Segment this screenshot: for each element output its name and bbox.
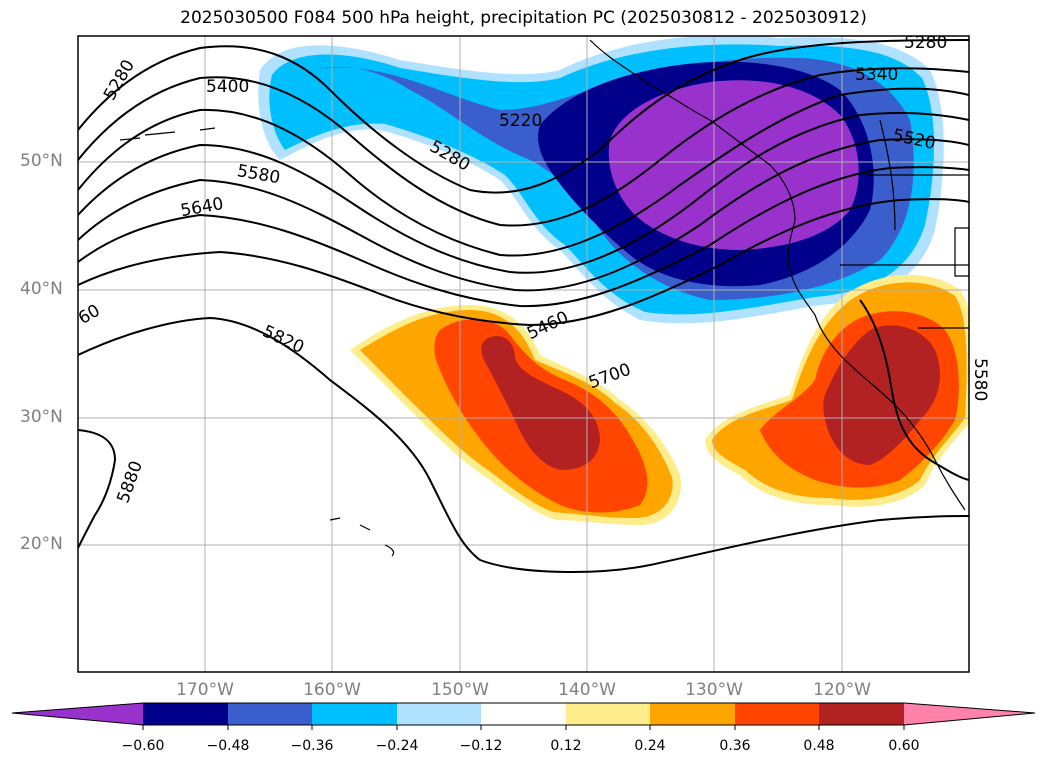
lon-label-120w: 120°W — [813, 680, 871, 700]
colorbar-segment-2 — [228, 703, 312, 725]
lat-label-20n: 20°N — [20, 534, 63, 554]
colorbar-segment-3 — [312, 703, 397, 725]
colorbar-segment-10 — [904, 703, 1035, 725]
lon-label-170w: 170°W — [176, 680, 234, 700]
colorbar-segment-6 — [566, 703, 650, 725]
lat-label-50n: 50°N — [20, 151, 63, 171]
colorbar-tick-label: 0.60 — [888, 738, 920, 754]
lat-label-30n: 30°N — [20, 407, 63, 427]
colorbar-tick-label: −0.12 — [459, 738, 503, 754]
contour-label: 5220 — [499, 111, 542, 131]
positive-anomaly-region-west — [350, 305, 681, 525]
lon-label-150w: 150°W — [431, 680, 489, 700]
colorbar-tick-label: 0.36 — [719, 738, 751, 754]
map-frame — [77, 35, 970, 673]
coastlines — [119, 39, 969, 557]
colorbar-segment-0 — [12, 703, 143, 725]
contour-label: 5280 — [904, 33, 947, 53]
colorbar — [11, 702, 1036, 730]
colorbar-tick-label: 0.48 — [803, 738, 835, 754]
map-title: 2025030500 F084 500 hPa height, precipit… — [180, 8, 867, 28]
contour-label: 5340 — [855, 65, 898, 85]
lon-label-130w: 130°W — [685, 680, 743, 700]
contour-label: 5580 — [970, 358, 990, 401]
height-contours — [78, 39, 969, 573]
lon-label-140w: 140°W — [558, 680, 616, 700]
colorbar-segment-8 — [735, 703, 819, 725]
colorbar-tick-label: 0.12 — [550, 738, 582, 754]
colorbar-segment-5 — [481, 703, 566, 725]
colorbar-tick-label: −0.24 — [375, 738, 419, 754]
positive-anomaly-region-east — [705, 274, 969, 507]
colorbar-tick-label: −0.48 — [206, 738, 250, 754]
colorbar-tick-label: −0.60 — [121, 738, 165, 754]
contour-label: 5400 — [206, 77, 249, 97]
lat-label-40n: 40°N — [20, 279, 63, 299]
colorbar-tick-label: 0.24 — [634, 738, 666, 754]
lon-label-160w: 160°W — [303, 680, 361, 700]
colorbar-segment-7 — [650, 703, 735, 725]
colorbar-tick-label: −0.36 — [290, 738, 334, 754]
colorbar-segment-4 — [397, 703, 481, 725]
colorbar-segment-1 — [143, 703, 228, 725]
colorbar-segment-9 — [819, 703, 904, 725]
